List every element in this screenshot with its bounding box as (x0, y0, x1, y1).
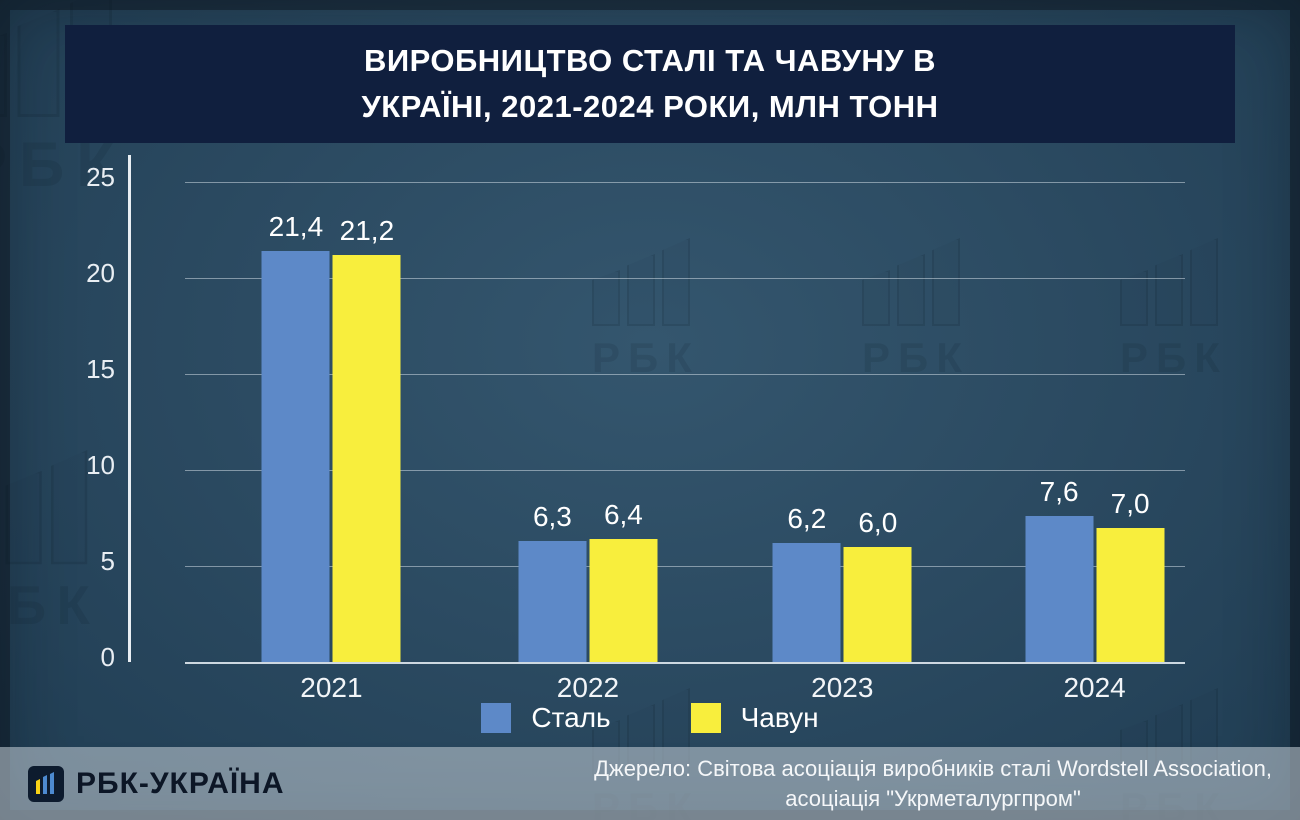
y-tick-label-5: 5 (100, 545, 115, 576)
y-axis-line (128, 155, 131, 662)
legend-item-Сталь: Сталь (481, 702, 611, 734)
bar-Чавун-2024 (1096, 527, 1165, 662)
bar-value-label-Чавун-2024: 7,0 (1110, 487, 1150, 519)
bar-value-label-Сталь-2021: 21,4 (268, 211, 324, 243)
bar-value-label-Чавун-2022: 6,4 (603, 499, 643, 531)
source-line2: асоціація "Укрметалургпром" (785, 785, 1081, 811)
y-tick-label-15: 15 (86, 353, 115, 384)
bar-col-Сталь-2021: 21,4 (261, 182, 330, 662)
bar-group-2022: 6,3 6,4 (518, 182, 658, 662)
brand-name: РБК-УКРАЇНА (76, 766, 285, 800)
legend-item-Чавун: Чавун (690, 702, 819, 734)
bar-value-label-Сталь-2023: 6,2 (787, 502, 827, 534)
footer: РБК-УКРАЇНА Джерело: Світова асоціація в… (0, 747, 1300, 820)
bar-group-2024: 7,6 7,0 (1025, 182, 1165, 662)
source-note: Джерело: Світова асоціація виробників ст… (594, 754, 1272, 813)
y-axis: 0 5 10 15 20 25 (30, 162, 115, 672)
bar-Сталь-2022 (518, 541, 587, 662)
gridline-25 (185, 182, 1185, 183)
y-tick-label-0: 0 (100, 641, 115, 672)
x-tick-label-2021: 2021 (300, 672, 363, 703)
rbc-logo-icon (28, 765, 64, 802)
x-tick-label-2022: 2022 (556, 672, 620, 703)
rbc-brand: РБК-УКРАЇНА (28, 765, 285, 802)
source-line1: Джерело: Світова асоціація виробників ст… (594, 755, 1272, 781)
y-tick-label-25: 25 (86, 161, 115, 192)
x-tick-label-2023: 2023 (811, 672, 874, 703)
bar-value-label-Сталь-2024: 7,6 (1039, 476, 1079, 508)
chart-title-line2: УКРАЇНІ, 2021-2024 РОКИ, МЛН ТОНН (361, 89, 939, 124)
bar-col-Чавун-2024: 7,0 (1096, 182, 1165, 662)
bar-col-Чавун-2023: 6,0 (843, 182, 912, 662)
bar-Чавун-2023 (843, 546, 912, 662)
bar-Чавун-2021 (332, 254, 401, 662)
legend-label-Сталь: Сталь (531, 702, 611, 733)
bar-col-Сталь-2023: 6,2 (772, 182, 841, 662)
chart-title-line1: ВИРОБНИЦТВО СТАЛІ ТА ЧАВУНУ В (363, 42, 937, 78)
chart-title: ВИРОБНИЦТВО СТАЛІ ТА ЧАВУНУ В УКРАЇНІ, 2… (65, 25, 1235, 143)
bar-Сталь-2024 (1025, 516, 1094, 662)
gridline-15 (185, 374, 1185, 375)
x-tick-label-2024: 2024 (1063, 672, 1126, 703)
bar-col-Чавун-2022: 6,4 (589, 182, 658, 662)
gridline-0 (185, 662, 1185, 664)
bar-value-label-Чавун-2023: 6,0 (858, 506, 898, 538)
legend-swatch-Сталь (481, 703, 512, 733)
y-tick-label-20: 20 (86, 257, 115, 288)
bar-value-label-Чавун-2021: 21,2 (339, 214, 395, 246)
bar-col-Чавун-2021: 21,2 (332, 182, 401, 662)
bar-Чавун-2022 (589, 539, 658, 662)
gridline-10 (185, 470, 1185, 471)
bar-value-label-Сталь-2022: 6,3 (532, 501, 572, 533)
bar-Сталь-2023 (772, 542, 841, 662)
legend-label-Чавун: Чавун (740, 702, 819, 733)
gridline-5 (185, 566, 1185, 567)
bar-group-2021: 21,4 21,2 (261, 182, 401, 662)
bar-Сталь-2021 (261, 251, 330, 662)
legend-swatch-Чавун (690, 703, 721, 733)
bar-col-Сталь-2022: 6,3 (518, 182, 587, 662)
y-tick-label-10: 10 (86, 449, 115, 480)
bar-group-2023: 6,2 6,0 (772, 182, 912, 662)
bar-col-Сталь-2024: 7,6 (1025, 182, 1094, 662)
plot-area: 21,4 21,2 2021 6,3 6,4 2022 6,2 6,0 2023 7,6 7,0 20… (130, 182, 1190, 703)
gridline-20 (185, 278, 1185, 279)
legend: Сталь Чавун (0, 702, 1300, 734)
